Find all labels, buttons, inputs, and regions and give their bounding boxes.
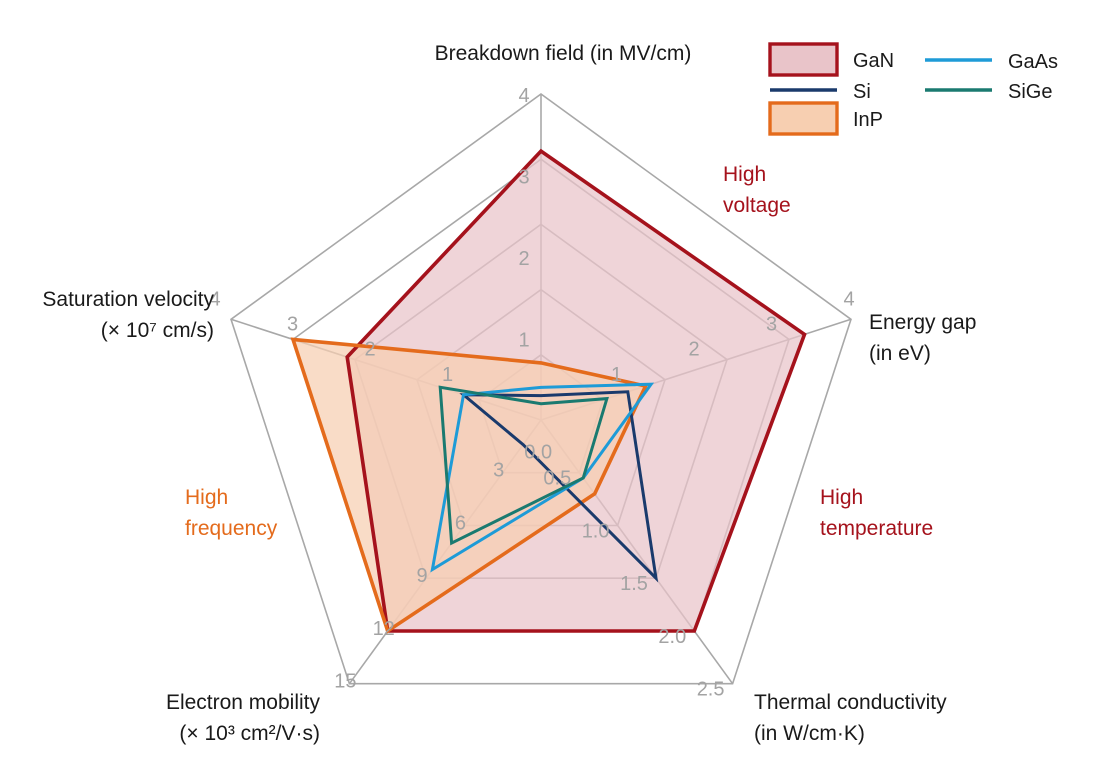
tick-label-breakdown-1: 2 (518, 248, 529, 270)
series-line-gan (345, 148, 807, 633)
tick-label-breakdown-0: 1 (518, 330, 529, 352)
tick-label-mobility-2: 9 (416, 565, 427, 587)
legend-swatch-gan (768, 42, 839, 77)
axis-label-breakdown-0: Breakdown field (in MV/cm) (435, 42, 692, 65)
tick-label-gap-0: 1 (611, 364, 622, 386)
tick-label-thermal-0: 0.0 (524, 441, 552, 463)
annotation-0-1: voltage (723, 194, 791, 217)
axis-label-gap-0: Energy gap (869, 311, 976, 334)
annotation-0-0: High (723, 163, 766, 186)
series-areas (290, 148, 807, 634)
axis-label-mobility-1: (× 10³ cm²/V·s) (179, 722, 320, 745)
annotation-1-1: temperature (820, 517, 933, 540)
series-fill-inp (293, 339, 646, 631)
axis-label-velocity-0: Saturation velocity (42, 288, 214, 311)
axis-label-mobility-0: Electron mobility (166, 691, 321, 714)
legend-label-gaas: GaAs (1008, 51, 1058, 73)
tick-label-velocity-3: 4 (209, 288, 220, 310)
tick-label-velocity-1: 2 (364, 339, 375, 361)
axis-labels: Breakdown field (in MV/cm) Energy gap (in … (42, 42, 976, 745)
legend-label-gan: GaN (853, 50, 894, 72)
legend: GaN Si InP GaAs SiGe (768, 42, 1058, 136)
axis-label-thermal-1: (in W/cm·K) (754, 722, 865, 745)
annotation-2-1: frequency (185, 517, 278, 540)
axis-label-thermal-0: Thermal conductivity (754, 691, 947, 714)
tick-label-thermal-2: 1.0 (582, 521, 610, 543)
series-line-inp (290, 337, 649, 634)
grid-ring-5 (230, 93, 852, 685)
tick-label-thermal-5: 2.5 (697, 679, 725, 701)
tick-label-gap-1: 2 (688, 339, 699, 361)
tick-label-mobility-0: 3 (493, 460, 504, 482)
tick-label-mobility-4: 15 (334, 671, 356, 693)
tick-label-breakdown-2: 3 (518, 167, 529, 189)
tick-label-gap-3: 4 (843, 288, 854, 310)
series-line-sige (438, 385, 609, 546)
legend-label-sige: SiGe (1008, 81, 1052, 103)
legend-label-si: Si (853, 81, 871, 103)
tick-label-gap-2: 3 (766, 313, 777, 335)
annotation-2-0: High (185, 486, 228, 509)
tick-label-breakdown-3: 4 (518, 85, 529, 107)
tick-label-mobility-3: 12 (373, 618, 395, 640)
tick-label-thermal-1: 0.5 (543, 468, 571, 490)
tick-label-thermal-3: 1.5 (620, 573, 648, 595)
legend-swatch-inp (768, 101, 839, 136)
tick-label-mobility-1: 6 (455, 513, 466, 535)
axis-label-gap-1: (in eV) (869, 342, 931, 365)
tick-label-velocity-0: 1 (442, 364, 453, 386)
tick-label-velocity-2: 3 (287, 313, 298, 335)
annotations: High voltage High temperature High frequency (185, 163, 933, 540)
tick-label-thermal-4: 2.0 (658, 626, 686, 648)
legend-label-inp: InP (853, 109, 883, 131)
annotation-1-0: High (820, 486, 863, 509)
axis-label-velocity-1: (× 10⁷ cm/s) (101, 319, 214, 342)
